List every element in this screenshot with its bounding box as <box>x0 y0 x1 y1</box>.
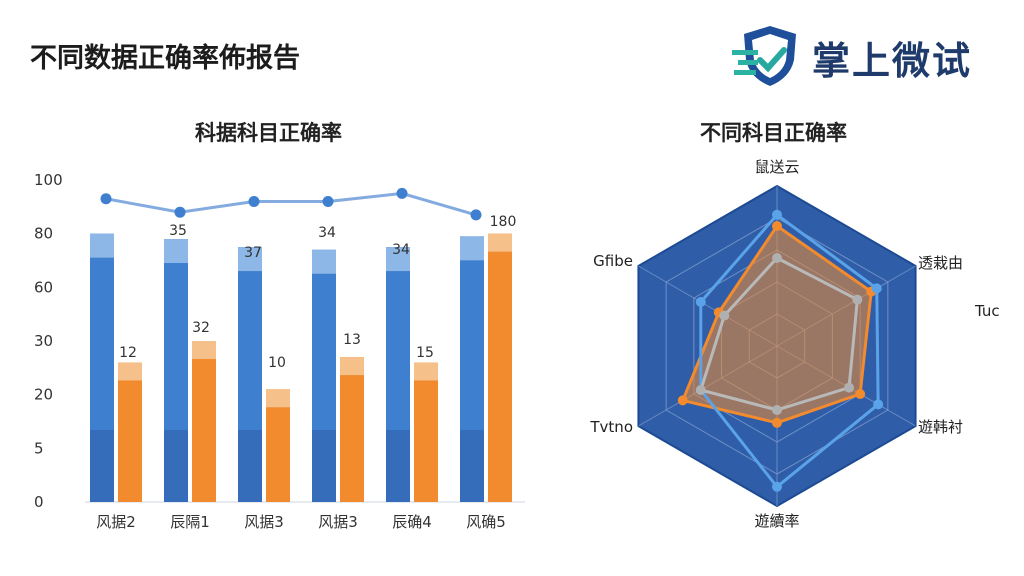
y-tick-label: 60 <box>34 278 53 296</box>
line-point <box>470 209 482 221</box>
x-category-label: 风确5 <box>466 513 506 531</box>
bar-data-label: 32 <box>192 320 210 336</box>
radar-axis-label: 鼠送云 <box>754 158 799 176</box>
x-category-label: 风据3 <box>244 513 284 531</box>
bar-data-label: 34 <box>392 242 410 258</box>
bar-blue-base <box>386 430 410 502</box>
radar-point <box>772 253 782 263</box>
bar-orange <box>488 233 512 502</box>
bar-blue-base <box>460 430 484 502</box>
bar-blue-top <box>312 249 336 274</box>
bar-blue-top <box>386 247 410 272</box>
y-tick-label: 5 <box>34 439 44 457</box>
y-tick-label: 100 <box>34 171 63 189</box>
page-title: 不同数据正确率佈报告 <box>30 43 300 74</box>
radar-point <box>772 481 782 492</box>
radar-point <box>873 399 884 410</box>
bar-orange-top <box>266 389 290 408</box>
radar-point <box>852 294 863 305</box>
bar-orange-top <box>340 357 364 376</box>
bar-orange-top <box>414 362 438 381</box>
bar-blue-base <box>90 430 114 502</box>
bar-data-label: 35 <box>169 223 187 239</box>
bar-blue-top <box>460 236 484 261</box>
line-point <box>248 195 260 207</box>
radar-point <box>844 382 855 393</box>
brand-name: 掌上微试 <box>812 39 973 83</box>
radar-point <box>772 221 782 231</box>
radar-point <box>772 417 782 428</box>
radar-point <box>719 310 730 321</box>
radar-extra-label: Tuc <box>974 302 1000 320</box>
radar-point <box>855 389 866 399</box>
radar-point <box>772 405 782 415</box>
radar-point <box>772 209 782 220</box>
radar-axis-label: Tvtno <box>589 418 633 436</box>
bar-data-label: 34 <box>318 225 336 241</box>
bar-orange <box>340 357 364 502</box>
y-tick-label: 80 <box>34 225 53 243</box>
bar-blue-top <box>90 233 114 258</box>
bar-data-label: 180 <box>490 214 517 230</box>
radar-chart-title: 不同科目正确率 <box>700 121 847 145</box>
bar-orange-top <box>488 233 512 252</box>
brand-logo: 掌上微试 <box>730 20 1000 90</box>
radar-axis-label: 遊韩衬 <box>918 418 963 436</box>
bar-orange <box>192 341 216 502</box>
radar-axis-label: 透栽由 <box>918 254 963 272</box>
bar-orange <box>118 362 142 502</box>
line-point <box>322 195 334 207</box>
x-category-label: 风据2 <box>96 513 136 531</box>
bar-blue-base <box>164 430 188 502</box>
radar-axis-label: 遊續率 <box>754 512 799 530</box>
radar-axis-label: Gfibe <box>593 252 633 270</box>
x-category-label: 风据3 <box>318 513 358 531</box>
bar-blue-top <box>164 239 188 264</box>
bar-blue-base <box>238 430 262 502</box>
bar-blue-top <box>238 247 262 272</box>
bar-chart-title: 科据科目正确率 <box>195 121 342 145</box>
bar-orange-top <box>192 341 216 359</box>
radar-point <box>695 297 706 307</box>
x-category-label: 辰隔1 <box>170 513 210 531</box>
bar-data-label: 15 <box>416 345 434 361</box>
bar-orange <box>414 362 438 502</box>
line-point <box>174 206 186 218</box>
y-tick-label: 0 <box>34 493 44 511</box>
line-point <box>100 193 112 205</box>
radar-point <box>677 395 688 406</box>
radar-point <box>871 283 882 294</box>
bar-blue-base <box>312 430 336 502</box>
bar-data-label: 10 <box>268 355 286 371</box>
bar-orange-top <box>118 362 142 381</box>
radar-point <box>695 385 706 395</box>
shield-logo-icon <box>732 26 796 86</box>
bar-data-label: 13 <box>343 332 361 348</box>
bar-data-label: 37 <box>244 245 262 261</box>
y-tick-label: 30 <box>34 332 53 350</box>
x-category-label: 辰确4 <box>392 513 432 531</box>
bar-data-label: 12 <box>119 345 137 361</box>
bar-orange <box>266 389 290 502</box>
line-series <box>105 191 477 217</box>
line-point <box>396 187 408 199</box>
y-tick-label: 20 <box>34 386 53 404</box>
